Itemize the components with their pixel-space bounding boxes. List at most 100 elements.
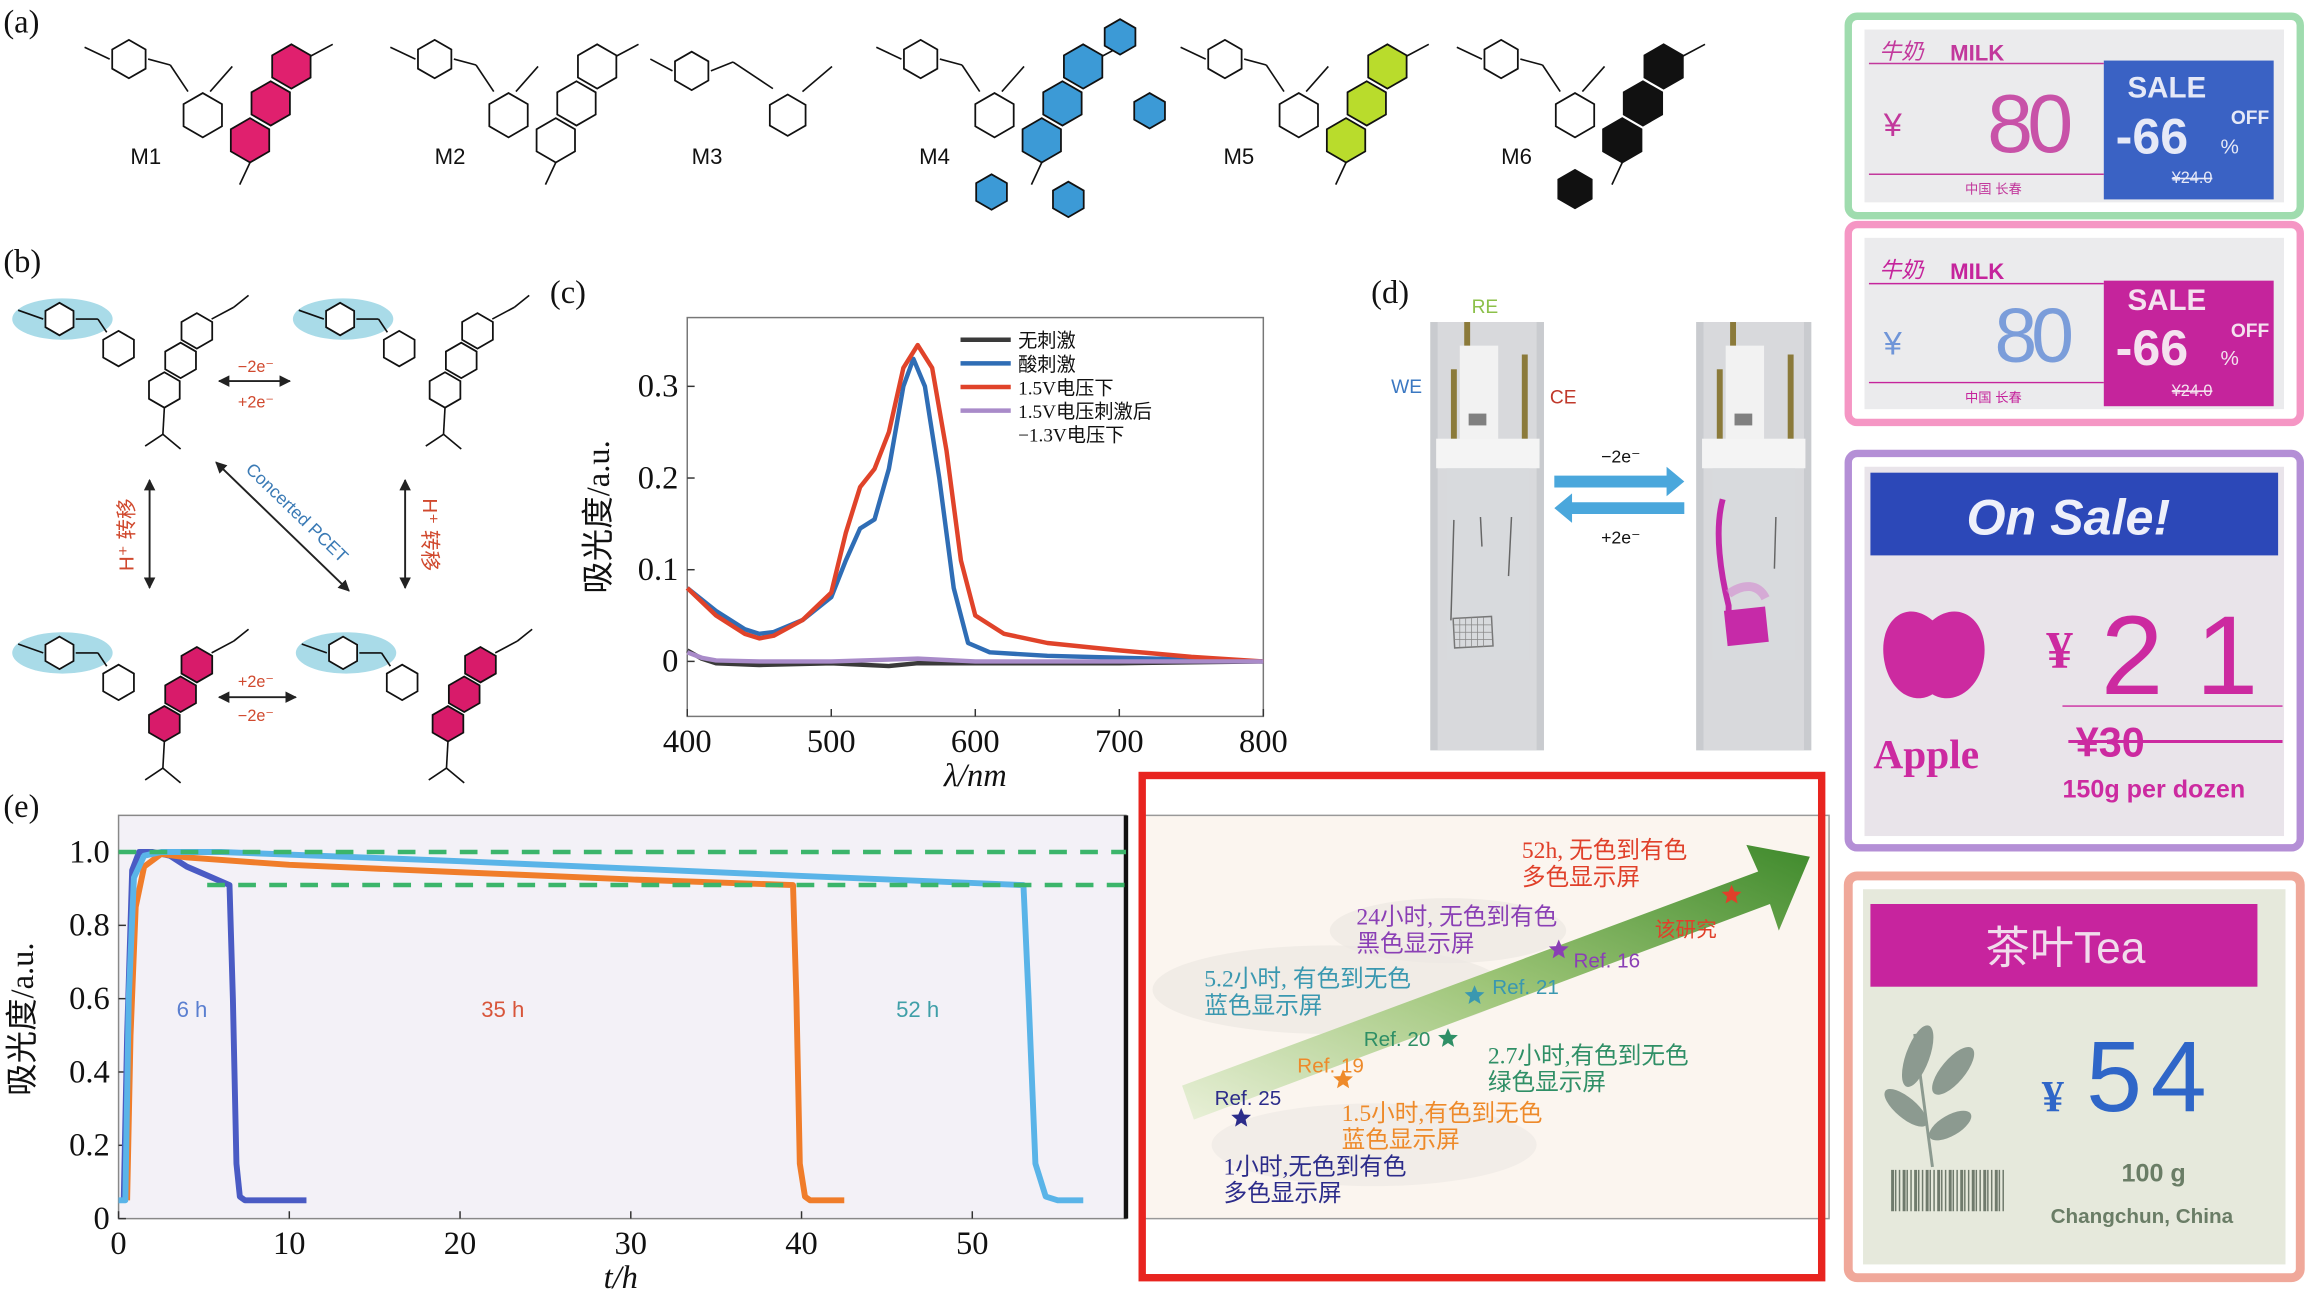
- ring: [1346, 80, 1387, 127]
- currency-symbol: ¥: [2046, 621, 2073, 680]
- bond: [939, 58, 963, 66]
- off-text: OFF: [2231, 321, 2270, 342]
- ring: [1557, 168, 1593, 210]
- barcode-bar: [1929, 1169, 1931, 1212]
- electrochemical-cell-photos: RE WE CE −2e⁻ +2e⁻: [1391, 297, 1812, 751]
- legend-label: 无刺激: [1018, 330, 1076, 352]
- barcode-bar: [1933, 1169, 1935, 1212]
- barcode-bar: [1990, 1169, 1993, 1212]
- x-axis-label: t/h: [604, 1260, 638, 1291]
- ring: [1133, 92, 1166, 130]
- bond: [380, 652, 392, 667]
- bond: [84, 46, 111, 60]
- x-tick-label: 500: [807, 724, 856, 760]
- highlight-frame: [1138, 771, 1826, 1282]
- bond: [233, 628, 250, 642]
- ring: [328, 635, 359, 671]
- ring: [1622, 80, 1664, 127]
- bond: [1520, 58, 1543, 66]
- tea-leaf-icon: [1884, 1025, 1975, 1168]
- discount-text: -66: [2116, 109, 2189, 165]
- molecule-label: M1: [130, 144, 161, 169]
- bond: [516, 628, 533, 642]
- bond: [238, 162, 251, 185]
- cell-photo-colored: [1696, 322, 1812, 751]
- ring: [182, 92, 223, 139]
- ring: [768, 93, 807, 137]
- star-icon: [1231, 1107, 1252, 1127]
- series-label: 52 h: [896, 997, 939, 1022]
- ring: [535, 117, 576, 164]
- entry-text: 52h, 无色到有色: [1522, 837, 1687, 864]
- y-tick-label: 0.2: [638, 460, 679, 496]
- ring: [1063, 43, 1104, 90]
- series-line: [685, 356, 1264, 664]
- electron-label: −2e⁻: [238, 707, 274, 725]
- x-tick-label: 600: [951, 724, 1000, 760]
- reference-label: Ref. 19: [1297, 1054, 1364, 1077]
- bond: [515, 65, 539, 93]
- barcode-bar: [1894, 1169, 1897, 1212]
- barcode-bar: [1891, 1169, 1895, 1212]
- ring: [250, 80, 291, 127]
- series-line: [686, 650, 1264, 664]
- star-icon: [1438, 1028, 1458, 1047]
- series-label: 6 h: [177, 997, 208, 1022]
- reference-label: Ref. 21: [1492, 976, 1559, 999]
- electron-label: +2e⁻: [238, 394, 274, 412]
- ring: [1602, 117, 1643, 164]
- star-icon: [1333, 1069, 1353, 1089]
- product-name-en: MILK: [1950, 259, 2004, 284]
- product-name-cn: 牛奶: [1879, 258, 1925, 283]
- x-tick-label: 400: [663, 724, 712, 760]
- ring: [431, 705, 465, 743]
- ring: [271, 43, 312, 90]
- star-icon: [1548, 939, 1569, 959]
- bond: [301, 643, 328, 654]
- counter-electrode-label: CE: [1550, 387, 1577, 408]
- proton-transfer-label: H⁺ 转移: [418, 498, 441, 571]
- entry-text: 1小时,无色到有色: [1223, 1153, 1406, 1180]
- panel-label-d: (d): [1371, 275, 1409, 311]
- display-milk-pink: 牛奶 MILK ¥ 80 中国 长春 SALE -66 % OFF ¥24.0: [1844, 220, 2304, 427]
- origin-text: 中国 长春: [1965, 182, 2022, 197]
- ring: [102, 329, 135, 368]
- ring: [44, 635, 75, 671]
- barcode-bar: [1975, 1169, 1978, 1212]
- molecule-structure: [649, 50, 833, 137]
- bond: [97, 318, 108, 333]
- molecule-structure: [1180, 38, 1430, 185]
- entry-text: 5.2小时, 有色到无色: [1204, 966, 1411, 993]
- barcode-bar: [1925, 1169, 1929, 1212]
- ring: [488, 92, 529, 139]
- weight-text: 100 g: [2122, 1160, 2186, 1188]
- series-line: [685, 342, 1264, 664]
- ring: [164, 341, 197, 380]
- off-text: OFF: [2231, 108, 2270, 129]
- barcode-bar: [1914, 1169, 1918, 1212]
- scheme-structure: [295, 628, 533, 784]
- x-tick-label: 0: [110, 1226, 126, 1262]
- display-tea: 茶叶Tea ¥ 54 100 g Changchun, China: [1843, 871, 2305, 1283]
- scheme-structure: [12, 294, 250, 450]
- bond: [1001, 65, 1025, 93]
- y-tick-label: 0.8: [69, 908, 110, 944]
- ring: [447, 675, 481, 713]
- barcode-bar: [1952, 1169, 1955, 1212]
- ring: [903, 38, 939, 80]
- bond: [209, 65, 233, 93]
- currency-symbol: ¥: [2042, 1072, 2065, 1121]
- entry-text: 绿色显示屏: [1488, 1069, 1606, 1096]
- molecule-label: M3: [692, 144, 723, 169]
- bond: [211, 306, 235, 320]
- forward-arrow-icon: [1554, 466, 1685, 497]
- origin-text: Changchun, China: [2051, 1205, 2234, 1228]
- x-tick-label: 700: [1095, 724, 1144, 760]
- ring: [556, 80, 597, 127]
- sale-text: SALE: [2127, 71, 2206, 104]
- bond: [1406, 43, 1430, 57]
